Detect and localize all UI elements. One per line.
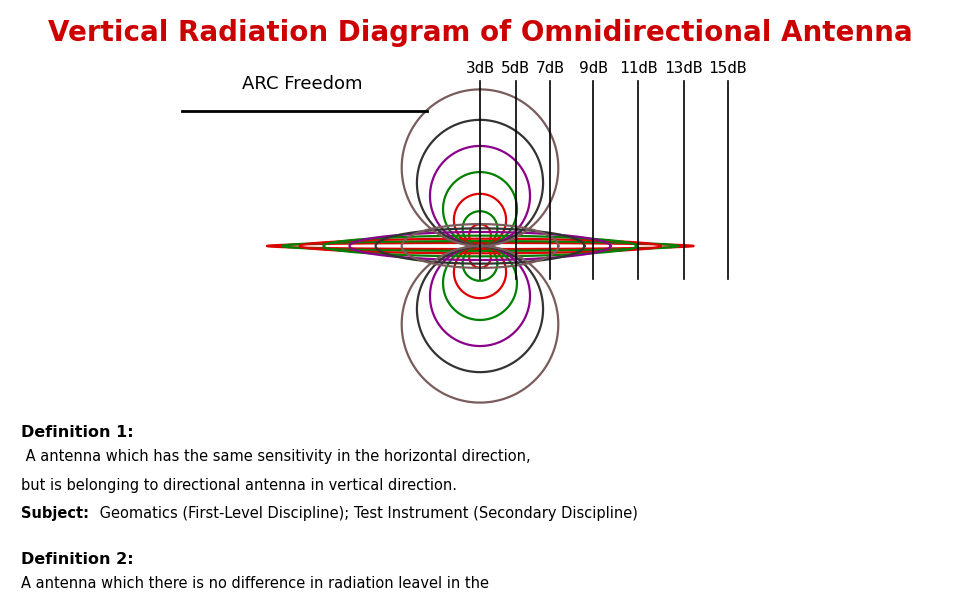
Text: 3dB: 3dB: [466, 61, 494, 76]
Text: Vertical Radiation Diagram of Omnidirectional Antenna: Vertical Radiation Diagram of Omnidirect…: [48, 19, 912, 47]
Text: Subject:: Subject:: [21, 506, 89, 521]
Text: 11dB: 11dB: [619, 61, 658, 76]
Text: but is belonging to directional antenna in vertical direction.: but is belonging to directional antenna …: [21, 478, 457, 493]
Text: 5dB: 5dB: [501, 61, 530, 76]
Text: A antenna which there is no difference in radiation leavel in the: A antenna which there is no difference i…: [21, 577, 489, 592]
Text: 9dB: 9dB: [579, 61, 608, 76]
Text: Definition 2:: Definition 2:: [21, 553, 133, 568]
Text: Definition 1:: Definition 1:: [21, 425, 133, 440]
Text: A antenna which has the same sensitivity in the horizontal direction,: A antenna which has the same sensitivity…: [21, 449, 531, 464]
Text: Geomatics (First-Level Discipline); Test Instrument (Secondary Discipline): Geomatics (First-Level Discipline); Test…: [95, 506, 637, 521]
Text: ARC Freedom: ARC Freedom: [242, 75, 363, 93]
Text: 7dB: 7dB: [536, 61, 564, 76]
Text: 13dB: 13dB: [664, 61, 703, 76]
Text: 15dB: 15dB: [708, 61, 747, 76]
